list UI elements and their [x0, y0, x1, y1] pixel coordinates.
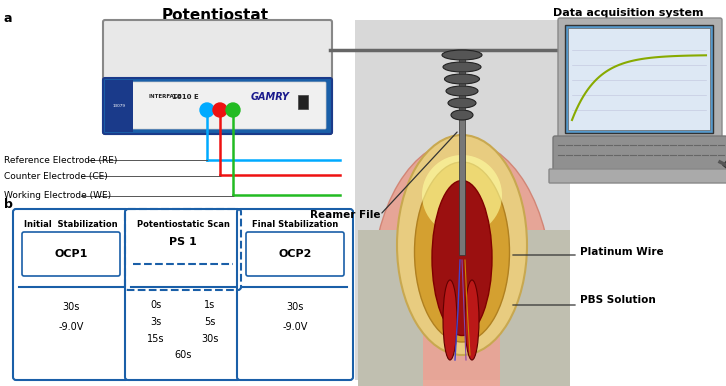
Text: GAMRY: GAMRY — [250, 92, 290, 102]
Text: 5s: 5s — [204, 317, 216, 327]
Ellipse shape — [422, 155, 502, 235]
Bar — [298, 95, 308, 109]
Ellipse shape — [415, 162, 510, 342]
Text: 3s: 3s — [150, 317, 162, 327]
Text: INTERFACE: INTERFACE — [148, 95, 182, 100]
FancyBboxPatch shape — [109, 82, 326, 129]
FancyBboxPatch shape — [246, 232, 344, 276]
Text: -9.0V: -9.0V — [58, 322, 83, 332]
FancyBboxPatch shape — [22, 232, 120, 276]
Text: Reamer File: Reamer File — [310, 210, 380, 220]
Text: Final Stabilization: Final Stabilization — [252, 220, 338, 229]
Text: b: b — [4, 198, 13, 211]
Text: 15s: 15s — [147, 334, 165, 344]
Bar — [565, 25, 713, 133]
Circle shape — [200, 103, 214, 117]
Text: 1010 E: 1010 E — [171, 94, 198, 100]
Ellipse shape — [444, 74, 479, 84]
Text: PS 1: PS 1 — [169, 237, 197, 247]
Ellipse shape — [432, 181, 492, 335]
FancyBboxPatch shape — [103, 78, 332, 134]
Circle shape — [213, 103, 227, 117]
Bar — [105, 80, 133, 132]
Text: Reference Electrode (RE): Reference Electrode (RE) — [4, 156, 118, 164]
Ellipse shape — [465, 280, 479, 360]
Ellipse shape — [451, 110, 473, 120]
FancyBboxPatch shape — [553, 136, 726, 175]
Bar — [500, 230, 570, 386]
Text: Data acquisition system: Data acquisition system — [552, 8, 703, 18]
Text: Platinum Wire: Platinum Wire — [580, 247, 664, 257]
FancyBboxPatch shape — [125, 209, 241, 380]
Text: PBS Solution: PBS Solution — [580, 295, 656, 305]
Bar — [355, 20, 570, 380]
Text: Counter Electrode (CE): Counter Electrode (CE) — [4, 171, 107, 181]
FancyBboxPatch shape — [558, 18, 722, 142]
FancyBboxPatch shape — [13, 209, 129, 380]
FancyBboxPatch shape — [103, 20, 332, 134]
Text: Initial  Stabilization: Initial Stabilization — [24, 220, 118, 229]
Text: Potentiostat: Potentiostat — [161, 8, 269, 23]
Bar — [358, 230, 423, 386]
Ellipse shape — [443, 280, 457, 360]
Ellipse shape — [446, 86, 478, 96]
FancyBboxPatch shape — [237, 209, 353, 380]
Text: 60s: 60s — [174, 350, 192, 360]
Bar — [459, 55, 465, 255]
Ellipse shape — [442, 50, 482, 60]
Text: OCP1: OCP1 — [54, 249, 88, 259]
Text: a: a — [4, 12, 12, 25]
Text: 30s: 30s — [286, 302, 303, 312]
Text: 0s: 0s — [150, 300, 162, 310]
Ellipse shape — [443, 62, 481, 72]
Text: 1s: 1s — [205, 300, 216, 310]
Ellipse shape — [372, 140, 552, 386]
Text: 13079: 13079 — [113, 104, 126, 108]
Text: OCP2: OCP2 — [278, 249, 311, 259]
Text: Working Electrode (WE): Working Electrode (WE) — [4, 191, 111, 200]
Text: 30s: 30s — [201, 334, 219, 344]
FancyBboxPatch shape — [549, 169, 726, 183]
Ellipse shape — [448, 98, 476, 108]
Bar — [568, 28, 710, 130]
Text: -9.0V: -9.0V — [282, 322, 308, 332]
Text: Potentiostatic Scan: Potentiostatic Scan — [136, 220, 229, 229]
Text: 30s: 30s — [62, 302, 80, 312]
Circle shape — [226, 103, 240, 117]
Ellipse shape — [397, 135, 527, 355]
